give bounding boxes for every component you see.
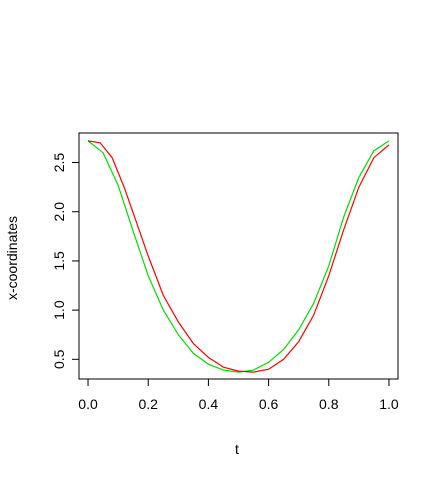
series-line-2 (87, 140, 390, 373)
x-tick-label: 1.0 (379, 396, 399, 412)
plot-frame (78, 132, 399, 380)
y-tick-label: 1.0 (51, 300, 67, 320)
x-tick-label: 0.0 (78, 396, 98, 412)
y-tick-label: 1.5 (51, 251, 67, 271)
x-tick-label: 0.2 (138, 396, 158, 412)
y-tick-label: 0.5 (51, 349, 67, 369)
y-axis-label: x-coordinates (4, 216, 20, 300)
x-axis-label: t (235, 441, 239, 457)
x-tick-label: 0.6 (259, 396, 279, 412)
y-tick-label: 2.5 (51, 153, 67, 173)
series-line-1 (87, 140, 390, 373)
y-tick-label: 2.0 (51, 202, 67, 222)
x-tick-label: 0.4 (199, 396, 219, 412)
x-tick-label: 0.8 (319, 396, 339, 412)
plot-layer: 0.0 0.2 0.4 0.6 0.8 1.0 0.5 1.0 1.5 2.0 2.5 (51, 132, 399, 412)
